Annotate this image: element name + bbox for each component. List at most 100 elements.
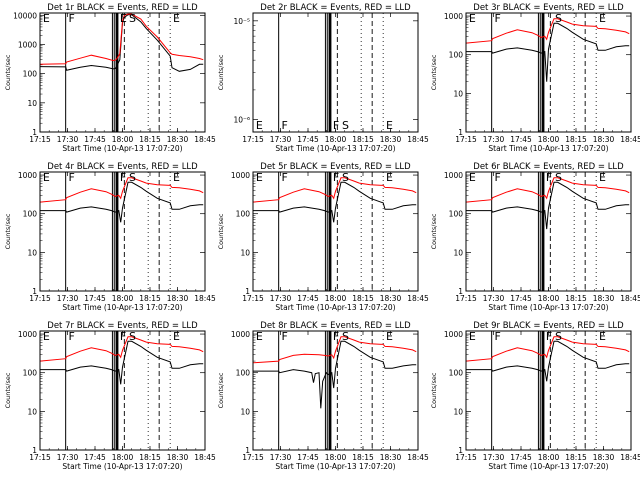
flag-label: F [120,171,126,184]
flag-label: S [342,171,349,184]
x-tick-label: 18:15 [139,453,161,462]
flag-label: E [599,330,606,343]
x-tick-label: 17:30 [270,135,292,144]
series-line-red [252,177,417,203]
flag-label: E [173,12,180,25]
flag-label: E [469,12,476,25]
y-tick-label: 100 [236,210,251,219]
x-tick-label: 18:45 [407,453,429,462]
x-tick-label: 17:30 [483,453,505,462]
x-tick-label: 18:15 [352,294,374,303]
flag-label: S [555,330,562,343]
x-tick-label: 18:00 [538,294,560,303]
x-tick-label: 17:45 [84,453,106,462]
x-tick-label: 18:15 [565,294,587,303]
flag-label: E [256,119,263,132]
panel-title: Det 9r BLACK = Events, RED = LLD [473,321,624,331]
flag-label: S [555,12,562,25]
flag-label: E [173,171,180,184]
flag-label: E [469,330,476,343]
y-axis-label: Counts/sec [4,372,12,408]
x-tick-label: 18:30 [380,453,402,462]
x-tick-label: 18:45 [194,453,216,462]
x-tick-label: 17:15 [455,135,477,144]
x-tick-label: 17:45 [297,453,319,462]
x-tick-label: 18:30 [593,453,615,462]
x-tick-label: 17:15 [29,453,51,462]
flag-label: E [386,330,393,343]
y-tick-label: 10 [453,248,463,257]
y-tick-label: 100 [23,210,38,219]
plot-frame [39,330,206,451]
series-line-black [253,181,417,223]
flag-label: F [69,171,75,184]
series-line-black [40,181,204,223]
flag-label: S [129,171,136,184]
x-tick-label: 17:30 [483,135,505,144]
y-tick-label: 10⁻⁵ [233,17,250,26]
flag-label: S [342,330,349,343]
y-tick-label: 100 [449,210,464,219]
y-tick-label: 1000 [18,171,37,180]
flag-label: E [120,12,127,25]
x-tick-label: 18:00 [112,453,134,462]
y-tick-label: 1 [245,287,250,296]
y-tick-label: 1 [245,446,250,455]
panel-det-1: Det 1r BLACK = Events, RED = LLD Counts/s… [4,3,216,153]
y-axis-label: Counts/sec [4,54,12,90]
flag-label: F [495,330,501,343]
flag-label: F [282,330,288,343]
x-axis-label: Start Time (10-Apr-13 17:07:20) [62,144,182,153]
flag-label: S [342,119,349,132]
plot-frame [252,171,419,292]
x-tick-label: 17:45 [510,453,532,462]
series-line-red [465,177,630,203]
flag-label: E [386,171,393,184]
x-tick-label: 18:30 [380,294,402,303]
flag-label: S [555,171,562,184]
series-line-black [466,22,630,82]
x-tick-label: 17:15 [455,294,477,303]
y-tick-label: 1000 [18,40,37,49]
y-tick-label: 1 [32,128,37,137]
x-tick-label: 17:15 [242,135,264,144]
y-tick-label: 1000 [444,330,463,339]
y-tick-label: 1000 [231,171,250,180]
series-line-red [39,336,204,362]
y-tick-label: 1000 [18,330,37,339]
y-tick-label: 10 [27,407,37,416]
flag-label: E [43,330,50,343]
y-tick-label: 1 [458,446,463,455]
x-axis-label: Start Time (10-Apr-13 17:07:20) [275,462,395,471]
x-tick-label: 17:15 [242,294,264,303]
x-tick-label: 18:45 [407,294,429,303]
flag-label: E [469,171,476,184]
plot-frame [39,12,206,133]
y-tick-label: 1000 [444,12,463,21]
flag-label: E [43,171,50,184]
x-tick-label: 18:00 [325,294,347,303]
y-axis-label: Counts/sec [217,372,225,408]
panel-det-2: Det 2r BLACK = Events, RED = LLD Counts/s… [217,3,429,153]
x-tick-label: 18:15 [139,294,161,303]
plot-frame [39,171,206,292]
series-line-black [253,340,417,409]
y-tick-label: 10000 [13,11,37,20]
x-tick-label: 18:15 [565,135,587,144]
flag-label: F [495,171,501,184]
panel-det-8: Det 8r BLACK = Events, RED = LLD Counts/s… [217,321,429,471]
x-tick-label: 18:30 [167,294,189,303]
x-tick-label: 18:45 [620,453,640,462]
y-tick-label: 100 [236,369,251,378]
panel-title: Det 3r BLACK = Events, RED = LLD [473,3,624,13]
y-tick-label: 100 [449,51,464,60]
x-tick-label: 18:30 [167,453,189,462]
panel-det-6: Det 6r BLACK = Events, RED = LLD Counts/s… [430,162,640,312]
x-tick-label: 17:30 [483,294,505,303]
x-tick-label: 17:45 [510,135,532,144]
series-line-black [40,340,204,385]
series-line-red [39,13,204,65]
flag-label: F [282,171,288,184]
x-tick-label: 18:30 [593,294,615,303]
